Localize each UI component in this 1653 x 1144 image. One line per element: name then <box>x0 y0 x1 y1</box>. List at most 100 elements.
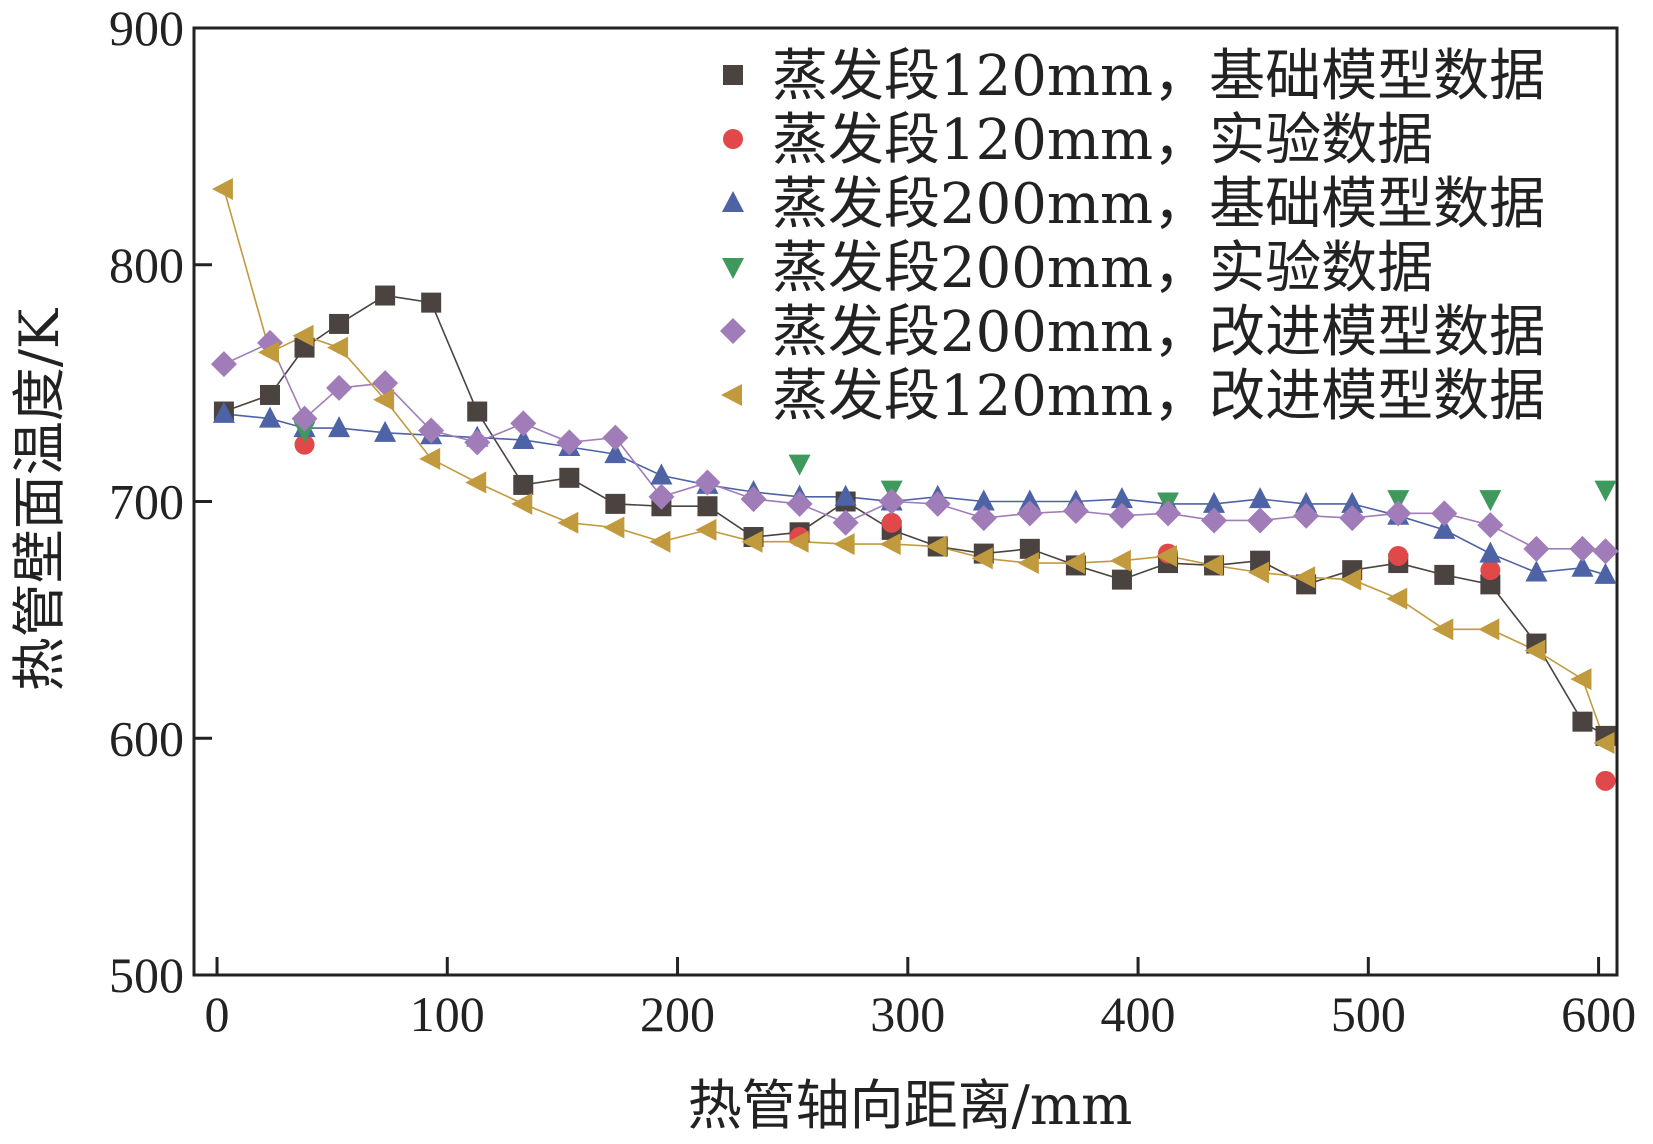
series-3-point <box>1203 491 1226 513</box>
series-5-point <box>291 405 318 432</box>
series-2-point <box>881 512 902 533</box>
series-5-point <box>556 429 583 456</box>
x-tick-label: 400 <box>1101 986 1176 1042</box>
series-5-point <box>1523 535 1550 562</box>
series-6-point <box>1155 544 1177 567</box>
series-6-point <box>1248 561 1270 584</box>
series-5-point <box>1247 507 1274 534</box>
series-5-point <box>970 505 997 532</box>
series-5-point <box>418 417 445 444</box>
series-3-point <box>1479 541 1502 563</box>
series-1-point <box>1480 574 1501 595</box>
series-4-point <box>1594 480 1617 502</box>
series-6-point <box>1017 552 1039 575</box>
series-1-point <box>259 384 280 405</box>
series-6-point <box>1478 618 1500 641</box>
series-5-point <box>1592 538 1619 565</box>
series-2-point <box>1480 560 1501 581</box>
series-markers <box>210 177 1619 791</box>
series-6-point <box>695 518 717 541</box>
series-3-point <box>1341 491 1364 513</box>
series-6-point <box>292 324 314 347</box>
series-3-point <box>1295 491 1318 513</box>
series-6-point <box>511 492 533 515</box>
legend-label-2: 蒸发段120mm，实验数据 <box>772 108 1433 173</box>
series-5-point <box>1339 505 1366 532</box>
series-3-point <box>1525 560 1548 582</box>
series-6-point <box>1202 554 1224 577</box>
series-5-point <box>924 490 951 517</box>
series-5-point <box>832 509 859 536</box>
x-tick-label: 300 <box>870 986 945 1042</box>
series-1-point <box>467 401 488 422</box>
legend-marker-5 <box>720 318 746 344</box>
x-tick-label: 100 <box>410 986 485 1042</box>
series-6-point <box>557 511 579 534</box>
series-5-point <box>1477 512 1504 539</box>
legend-marker-3 <box>722 191 744 212</box>
y-axis-title: 热管壁面温度/K <box>8 307 71 691</box>
series-5-point <box>1108 502 1135 529</box>
series-3-point <box>212 401 235 423</box>
series-3-point <box>650 463 673 485</box>
x-tick-label: 200 <box>640 986 715 1042</box>
series-6-point <box>1524 639 1546 662</box>
series-3-point <box>258 406 281 428</box>
series-1-point <box>1572 711 1593 732</box>
series-5-point <box>1201 507 1228 534</box>
series-6-point <box>833 533 855 556</box>
series-2-point <box>294 434 315 455</box>
series-6-point <box>1063 552 1085 575</box>
legend-marker-2 <box>723 129 743 149</box>
legend-label-5: 蒸发段200mm，改进模型数据 <box>772 300 1545 365</box>
series-3-point <box>328 416 351 438</box>
y-tick-label: 600 <box>109 710 184 766</box>
series-6-point <box>603 516 625 539</box>
series-5-point <box>786 490 813 517</box>
series-5-point <box>210 351 237 378</box>
series-4-point <box>293 421 316 443</box>
series-5-point <box>372 370 399 397</box>
series-1-point <box>559 467 580 488</box>
series-6-point <box>741 530 763 553</box>
y-tick-label: 700 <box>109 474 184 530</box>
series-3-point <box>604 442 627 464</box>
series-3-point <box>1018 489 1041 511</box>
series-6-point <box>1432 618 1454 641</box>
series-6-point <box>327 336 349 359</box>
series-6-point <box>787 530 809 553</box>
series-5-point <box>1569 535 1596 562</box>
series-1-point <box>697 496 718 517</box>
series-1-point <box>421 292 442 313</box>
series-1-point <box>1111 569 1132 590</box>
series-6-point <box>879 533 901 556</box>
series-2-point <box>1595 770 1616 791</box>
series-5-point <box>1385 500 1412 527</box>
series-5-point <box>648 483 675 510</box>
series-6-point <box>373 388 395 411</box>
series-6-point <box>971 547 993 570</box>
series-1-point <box>1019 538 1040 559</box>
legend-label-3: 蒸发段200mm，基础模型数据 <box>772 172 1545 237</box>
series-3-point <box>1249 487 1272 509</box>
series-1-point <box>513 474 534 495</box>
series-5-point <box>1154 500 1181 527</box>
series-4-point <box>788 454 811 476</box>
y-tick-label: 500 <box>109 947 184 1003</box>
series-5-point <box>740 486 767 513</box>
series-4-point <box>1479 490 1502 512</box>
series-6-point <box>465 471 487 494</box>
series-1-point <box>605 493 626 514</box>
series-6-point <box>1593 731 1615 754</box>
series-3-point <box>374 420 397 442</box>
series-3-point <box>1433 517 1456 539</box>
series-5-point <box>878 488 905 515</box>
x-tick-label: 0 <box>205 986 230 1042</box>
series-1-point <box>1434 564 1455 585</box>
series-6-point <box>257 341 279 364</box>
series-5-point <box>326 374 353 401</box>
legend-marker-6 <box>721 384 742 406</box>
series-3-point <box>1594 562 1617 584</box>
series-1-point <box>329 313 350 334</box>
legend-marker-1 <box>723 65 743 85</box>
